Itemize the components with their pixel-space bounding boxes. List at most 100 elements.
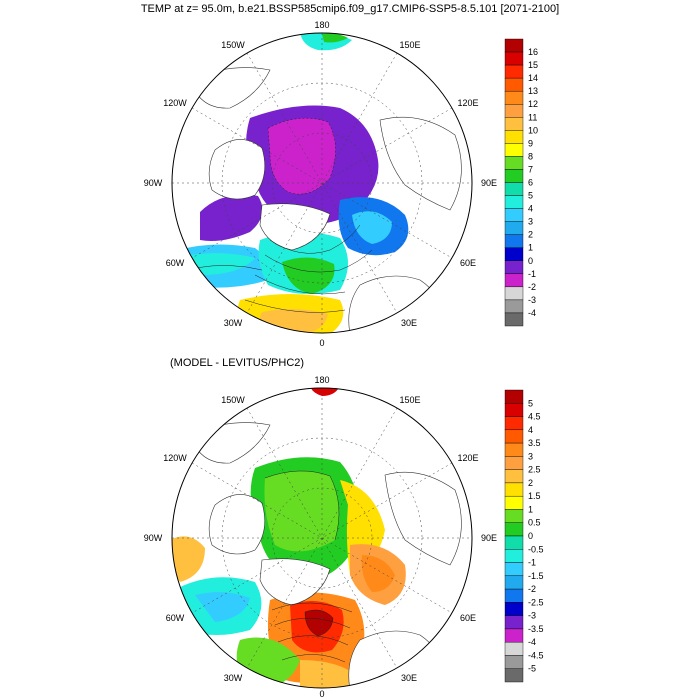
colorbar-tick-label: -5 bbox=[528, 664, 536, 674]
colorbar-tick-label: 2.5 bbox=[528, 465, 541, 475]
colorbar-tick-label: 6 bbox=[528, 178, 533, 188]
lon-label-60e: 60E bbox=[460, 258, 476, 268]
colorbar-swatch bbox=[504, 469, 524, 484]
colorbar-tick-label: 4.5 bbox=[528, 412, 541, 422]
lon-label-120e: 120E bbox=[457, 98, 478, 108]
lon-label-60w: 60W bbox=[166, 258, 185, 268]
colorbar-swatch bbox=[504, 260, 524, 275]
bottom-panel-title: (MODEL - LEVITUS/PHC2) bbox=[170, 357, 304, 369]
lon-label-0: 0 bbox=[319, 689, 324, 699]
colorbar-swatch bbox=[504, 286, 524, 301]
colorbar-tick-label: -0.5 bbox=[528, 544, 544, 554]
colorbar-swatch bbox=[504, 156, 524, 170]
lon-label-60e: 60E bbox=[460, 613, 476, 623]
lon-label-30e: 30E bbox=[401, 318, 417, 328]
colorbar-tick-label: 11 bbox=[528, 112, 537, 122]
colorbar-tick-label: 5 bbox=[528, 398, 533, 408]
colorbar-tick-label: 9 bbox=[528, 138, 533, 148]
colorbar-swatch bbox=[504, 588, 524, 603]
colorbar-swatch bbox=[504, 668, 524, 683]
colorbar-swatch bbox=[504, 299, 524, 314]
colorbar-tick-label: -4 bbox=[528, 308, 536, 318]
colorbar-swatch bbox=[504, 403, 524, 417]
colorbar-swatch bbox=[504, 628, 524, 643]
lon-label-90e: 90E bbox=[481, 178, 497, 188]
colorbar-tick-label: -3.5 bbox=[528, 624, 544, 634]
lon-label-90w: 90W bbox=[144, 178, 163, 188]
colorbar-swatch bbox=[504, 182, 524, 196]
colorbar-tick-label: -1.5 bbox=[528, 571, 544, 581]
colorbar-swatch bbox=[504, 641, 524, 656]
colorbar-tick-label: 4 bbox=[528, 204, 533, 214]
colorbar-swatch bbox=[504, 389, 524, 404]
colorbar-swatch bbox=[504, 535, 524, 550]
colorbar-swatch bbox=[504, 234, 524, 248]
colorbar-tick-label: 1 bbox=[528, 504, 533, 514]
lon-label-120w: 120W bbox=[163, 98, 187, 108]
bottom-graticule bbox=[172, 388, 472, 688]
colorbar-swatch bbox=[504, 38, 524, 53]
greenland-land bbox=[259, 203, 331, 251]
colorbar-tick-label: -3 bbox=[528, 611, 536, 621]
colorbar-swatch bbox=[504, 522, 524, 537]
colorbar-swatch bbox=[504, 195, 524, 209]
colorbar-swatch bbox=[504, 575, 524, 590]
colorbar-tick-label: 5 bbox=[528, 191, 533, 201]
lon-label-150w: 150W bbox=[221, 395, 245, 405]
colorbar-tick-label: -2.5 bbox=[528, 597, 544, 607]
colorbar-tick-label: 8 bbox=[528, 151, 533, 161]
lon-label-180: 180 bbox=[314, 20, 329, 30]
colorbar-tick-label: 14 bbox=[528, 73, 538, 83]
colorbar-tick-label: -2 bbox=[528, 282, 536, 292]
colorbar-tick-label: 16 bbox=[528, 47, 538, 57]
lon-label-30w: 30W bbox=[224, 318, 243, 328]
colorbar-swatch bbox=[504, 51, 524, 66]
colorbar-swatch bbox=[504, 509, 524, 523]
colorbar-swatch bbox=[504, 655, 524, 669]
colorbar-tick-label: 4 bbox=[528, 425, 533, 435]
colorbar-swatch bbox=[504, 416, 524, 431]
colorbar-swatch bbox=[504, 64, 524, 79]
colorbar-swatch bbox=[504, 77, 524, 92]
colorbar-tick-label: 3 bbox=[528, 451, 533, 461]
lon-label-180: 180 bbox=[314, 375, 329, 385]
canadian-archipelago-land bbox=[208, 139, 266, 200]
colorbar-tick-label: -4 bbox=[528, 637, 536, 647]
top-map-boundary bbox=[171, 32, 473, 334]
lon-label-90w: 90W bbox=[144, 533, 163, 543]
colorbar-tick-label: 15 bbox=[528, 60, 538, 70]
central-arctic-cold-core bbox=[268, 118, 336, 195]
colorbar-swatch bbox=[504, 562, 524, 577]
colorbar-swatch bbox=[504, 615, 524, 630]
bottom-polar-map: 180 150W 150E 120W 120E 90W 90E 60W 60E … bbox=[144, 375, 497, 699]
lon-label-120e: 120E bbox=[457, 453, 478, 463]
lon-label-150e: 150E bbox=[399, 40, 420, 50]
colorbar-swatch bbox=[504, 429, 524, 444]
colorbar-swatch bbox=[504, 90, 524, 105]
colorbar-tick-label: -2 bbox=[528, 584, 536, 594]
lon-label-30e: 30E bbox=[401, 673, 417, 683]
colorbar-tick-label: 2 bbox=[528, 478, 533, 488]
lon-label-120w: 120W bbox=[163, 453, 187, 463]
colorbar-swatch bbox=[504, 273, 524, 288]
top-polar-map: 180 150W 150E 120W 120E 90W 90E 60W 60E … bbox=[144, 20, 497, 348]
lon-label-0: 0 bbox=[319, 338, 324, 348]
colorbar-swatch bbox=[504, 247, 524, 261]
colorbar-swatch bbox=[504, 549, 524, 563]
colorbar-tick-label: -3 bbox=[528, 295, 536, 305]
colorbar-swatch bbox=[504, 169, 524, 183]
colorbar-tick-label: 10 bbox=[528, 125, 538, 135]
colorbar-tick-label: 13 bbox=[528, 86, 538, 96]
lon-label-60w: 60W bbox=[166, 613, 185, 623]
colorbar-swatch bbox=[504, 456, 524, 470]
colorbar-tick-label: 0 bbox=[528, 256, 533, 266]
top-panel-title: TEMP at z= 95.0m, b.e21.BSSP585cmip6.f09… bbox=[141, 3, 559, 15]
colorbar-swatch bbox=[504, 143, 524, 157]
colorbar-tick-label: -4.5 bbox=[528, 650, 544, 660]
lon-label-150w: 150W bbox=[221, 40, 245, 50]
colorbar-tick-label: 3 bbox=[528, 217, 533, 227]
colorbar-swatch bbox=[504, 221, 524, 235]
colorbar-tick-label: 0.5 bbox=[528, 518, 541, 528]
bottom-map-boundary bbox=[171, 387, 473, 689]
